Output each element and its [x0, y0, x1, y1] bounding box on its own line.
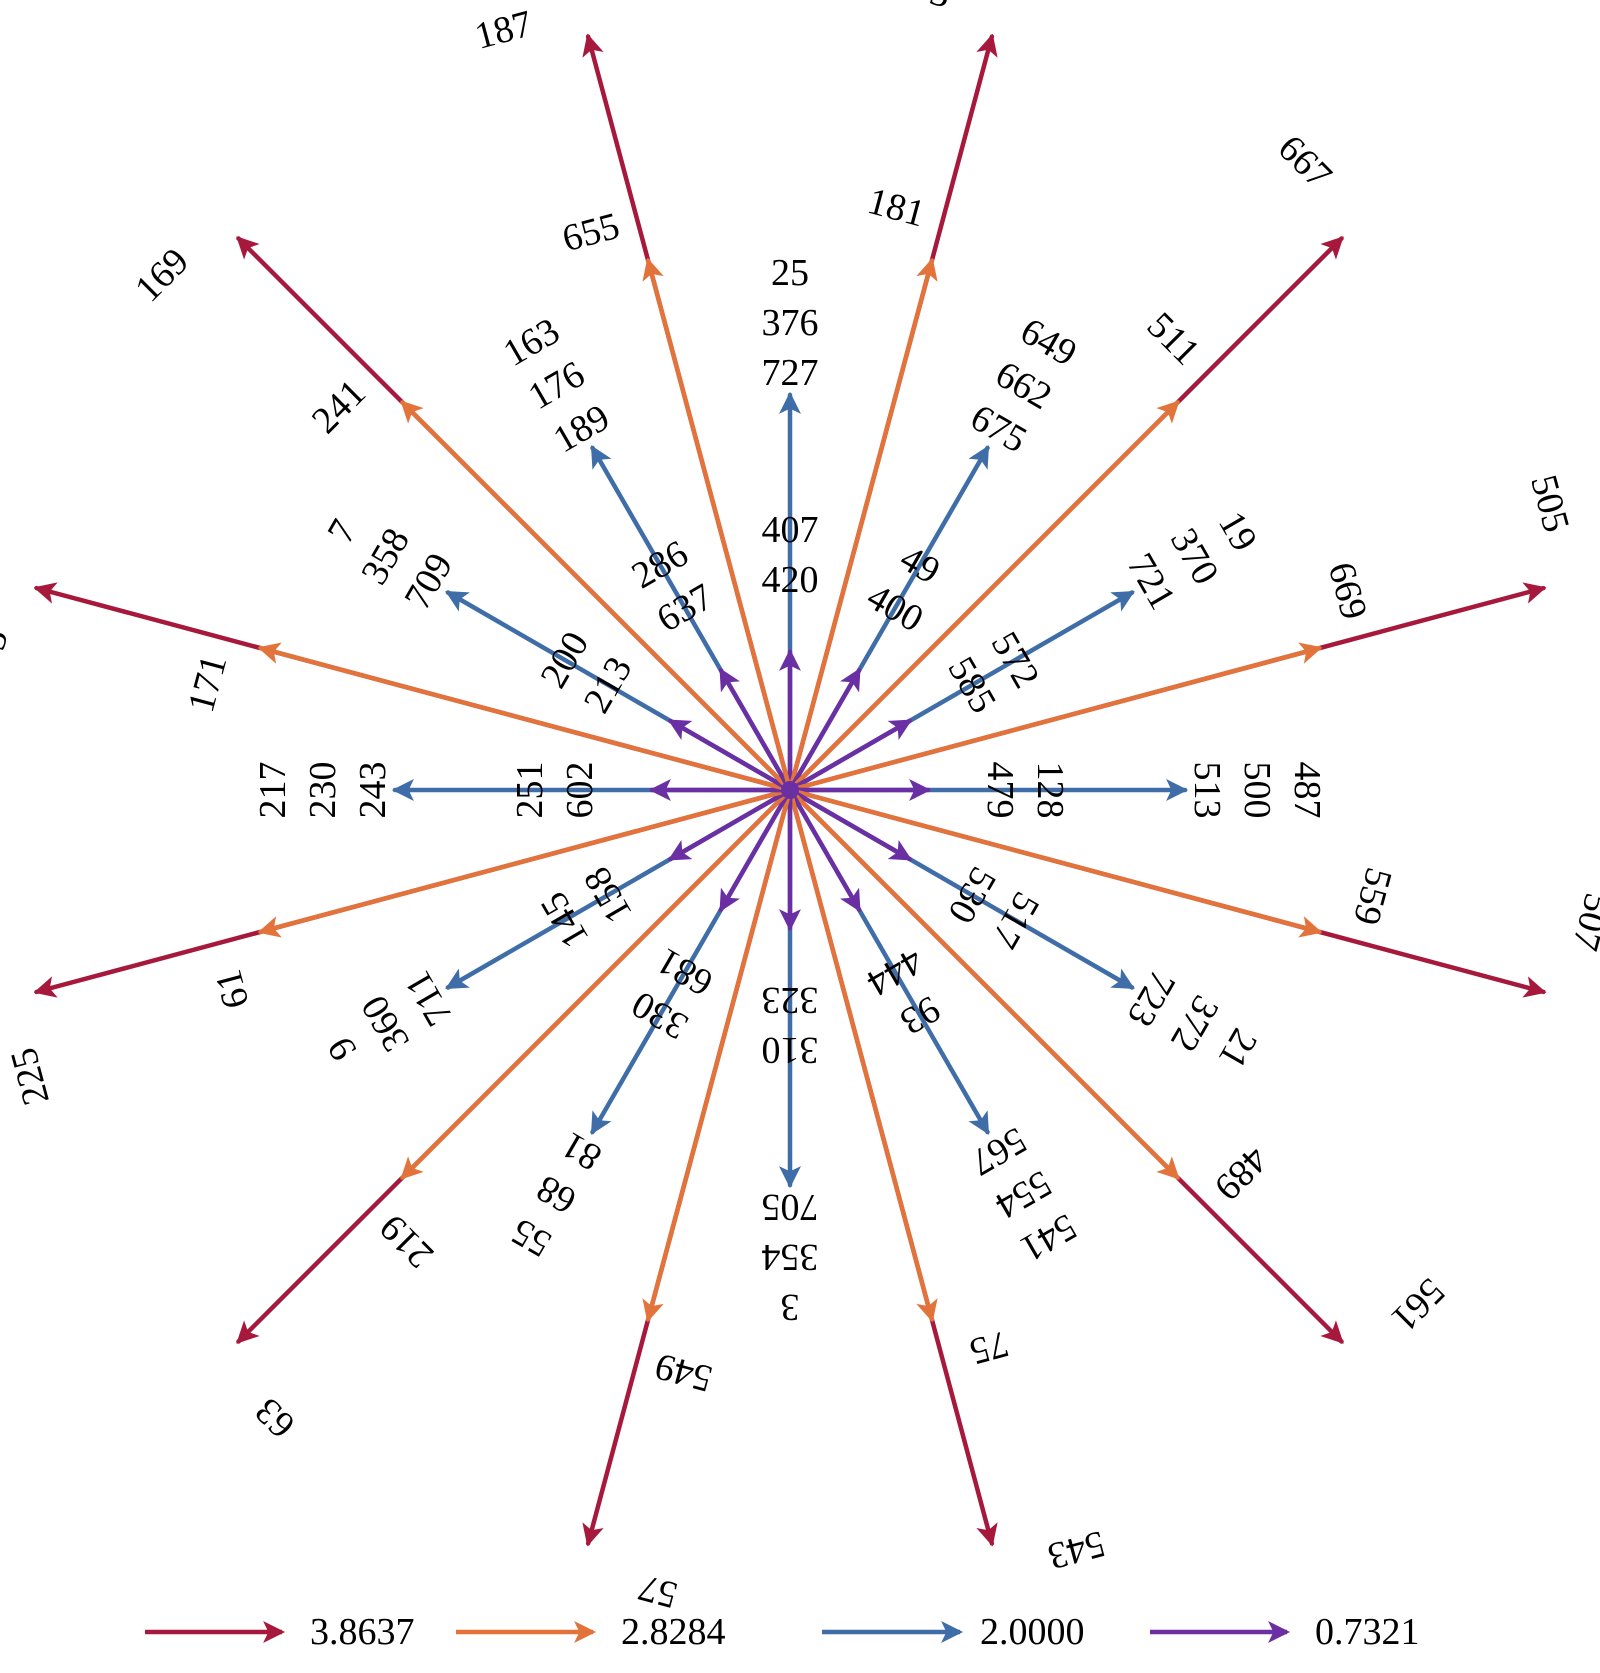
arrow-orange	[400, 787, 793, 1180]
label-steel-blue-arrow: 21	[1210, 1022, 1265, 1076]
arrow-purple	[787, 787, 913, 862]
legend-label: 0.7321	[1315, 1611, 1420, 1653]
label-steel-blue-arrow: 9	[319, 1030, 365, 1067]
label-steel-blue-arrow: 81	[555, 1123, 609, 1178]
label-orange-arrow: 669	[1320, 558, 1375, 624]
arrow-purple	[667, 787, 793, 862]
center-hub	[781, 781, 799, 799]
label-orange-arrow: 655	[558, 205, 624, 260]
label-dark-red-arrow: 673	[0, 625, 16, 691]
label-dark-red-arrow: 561	[1383, 1270, 1453, 1340]
label-steel-blue-arrow: 25	[771, 252, 809, 294]
label-steel-blue-arrow: 230	[302, 762, 344, 819]
label-dark-red-arrow: 667	[1270, 127, 1340, 197]
label-steel-blue-arrow: 19	[1210, 505, 1265, 559]
label-dark-red-arrow: 187	[471, 3, 537, 58]
label-purple-arrow: 323	[762, 979, 819, 1021]
label-steel-blue-arrow: 487	[1286, 762, 1328, 819]
label-orange-arrow: 489	[1206, 1138, 1276, 1208]
label-purple-arrow: 310	[762, 1029, 819, 1071]
arrow-orange	[642, 787, 793, 1323]
arrow-orange	[787, 787, 1323, 938]
label-purple-arrow: 420	[762, 559, 819, 601]
arrow-purple	[718, 787, 793, 913]
arrow-purple	[787, 787, 862, 913]
label-orange-arrow: 511	[1139, 304, 1208, 373]
arrow-purple	[718, 667, 793, 793]
arrows-layer	[33, 33, 1547, 1547]
label-orange-arrow: 241	[304, 372, 374, 442]
arrow-orange	[257, 642, 793, 793]
label-steel-blue-arrow: 354	[762, 1236, 819, 1278]
arrow-orange	[400, 400, 793, 793]
label-steel-blue-arrow: 376	[762, 302, 819, 344]
label-steel-blue-arrow: 68	[530, 1167, 584, 1222]
label-purple-arrow: 407	[762, 509, 819, 551]
legend: 3.8637 2.8284 2.0000 0.7321	[145, 1611, 1420, 1653]
label-steel-blue-arrow: 513	[1186, 762, 1228, 819]
label-steel-blue-arrow: 3	[781, 1286, 800, 1328]
label-orange-arrow: 559	[1345, 863, 1400, 929]
arrow-orange	[642, 257, 793, 793]
label-orange-arrow: 219	[372, 1206, 442, 1276]
label-dark-red-arrow: 63	[247, 1390, 304, 1447]
legend-label: 2.8284	[621, 1611, 726, 1653]
arrow-orange	[787, 787, 1180, 1180]
label-orange-arrow: 549	[651, 1345, 717, 1400]
arrow-orange	[257, 787, 793, 938]
label-dark-red-arrow: 225	[3, 1043, 58, 1109]
label-dark-red-arrow: 169	[127, 240, 197, 310]
arrow-purple	[667, 718, 793, 793]
label-steel-blue-arrow: 7	[319, 513, 365, 550]
label-purple-arrow: 93	[893, 988, 947, 1043]
label-purple-arrow: 128	[1029, 762, 1071, 819]
label-steel-blue-arrow: 243	[352, 762, 394, 819]
label-dark-red-arrow: 543	[1043, 1522, 1109, 1577]
label-dark-red-arrow: 505	[1522, 471, 1577, 537]
label-steel-blue-arrow: 727	[762, 352, 819, 394]
label-dark-red-arrow: 57	[634, 1566, 682, 1616]
label-steel-blue-arrow: 500	[1236, 762, 1278, 819]
label-orange-arrow: 181	[863, 180, 929, 235]
label-steel-blue-arrow: 705	[762, 1186, 819, 1228]
label-purple-arrow: 49	[893, 537, 947, 592]
label-dark-red-arrow: 507	[1564, 889, 1600, 955]
label-orange-arrow: 75	[965, 1322, 1013, 1372]
arrow-purple	[787, 718, 913, 793]
arrow-purple	[787, 667, 862, 793]
label-steel-blue-arrow: 55	[505, 1210, 559, 1265]
label-dark-red-arrow: 673	[889, 0, 955, 16]
label-orange-arrow: 61	[207, 965, 257, 1013]
legend-label: 3.8637	[310, 1611, 415, 1653]
label-steel-blue-arrow: 217	[252, 762, 294, 819]
label-purple-arrow: 479	[979, 762, 1021, 819]
arrow-orange	[787, 400, 1180, 793]
label-purple-arrow: 602	[559, 762, 601, 819]
label-orange-arrow: 171	[180, 651, 235, 717]
arrow-orange	[787, 257, 938, 793]
label-purple-arrow: 251	[509, 762, 551, 819]
legend-label: 2.0000	[980, 1611, 1085, 1653]
arrow-orange	[787, 787, 938, 1323]
arrow-orange	[787, 642, 1323, 793]
